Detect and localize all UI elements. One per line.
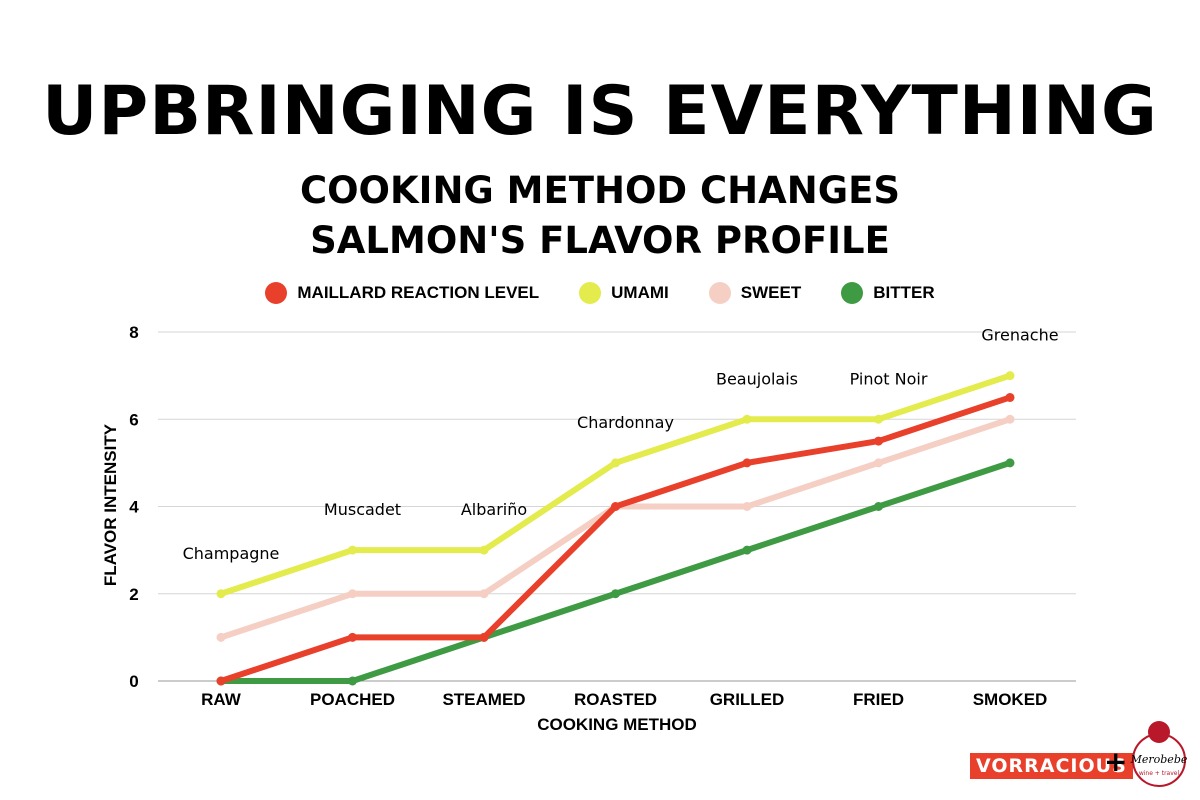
series-point bbox=[874, 414, 883, 424]
legend-item-bitter: BITTER bbox=[841, 282, 935, 304]
x-tick-label: ROASTED bbox=[574, 690, 657, 709]
series-point bbox=[479, 589, 489, 599]
series-point bbox=[479, 632, 489, 642]
legend-swatch-sweet bbox=[708, 282, 731, 304]
y-tick-label: 8 bbox=[129, 323, 138, 342]
series-point bbox=[1005, 414, 1015, 424]
series-point bbox=[1005, 371, 1015, 381]
series-point bbox=[742, 458, 752, 468]
series-line-1 bbox=[218, 459, 1013, 684]
wine-annotation: Beaujolais bbox=[716, 369, 798, 388]
series-point bbox=[611, 589, 620, 599]
series-point bbox=[348, 632, 357, 642]
y-tick-label: 6 bbox=[129, 410, 138, 429]
series-line-3 bbox=[218, 372, 1013, 597]
logo-wordmark: Merobebe bbox=[1130, 753, 1188, 766]
series-point bbox=[348, 545, 357, 555]
series-point bbox=[611, 458, 620, 468]
legend-label-maillard: MAILLARD REACTION LEVEL bbox=[297, 283, 540, 302]
chart-legend: MAILLARD REACTION LEVEL UMAMI SWEET BITT… bbox=[0, 282, 1200, 304]
x-tick-label: POACHED bbox=[310, 690, 395, 709]
wine-annotation: Pinot Noir bbox=[850, 369, 928, 388]
logo-tagline: wine + travel bbox=[1139, 770, 1180, 777]
x-tick-label: STEAMED bbox=[442, 690, 525, 709]
x-axis-title: COOKING METHOD bbox=[537, 715, 697, 734]
logo-wine-splash-icon bbox=[1148, 721, 1170, 743]
series-point bbox=[742, 414, 752, 424]
wine-annotation: Grenache bbox=[981, 326, 1058, 345]
x-tick-label: FRIED bbox=[853, 690, 904, 709]
series-point bbox=[479, 545, 489, 555]
y-tick-label: 2 bbox=[129, 585, 138, 604]
x-tick-label: GRILLED bbox=[710, 690, 785, 709]
legend-item-umami: UMAMI bbox=[579, 282, 669, 304]
y-tick-label: 0 bbox=[129, 672, 138, 691]
brand-plus-sign: + bbox=[1104, 745, 1128, 778]
series-point bbox=[1005, 458, 1015, 468]
y-axis-title: FLAVOR INTENSITY bbox=[101, 423, 120, 586]
series-point bbox=[216, 589, 226, 599]
legend-swatch-bitter bbox=[841, 282, 864, 304]
legend-swatch-umami bbox=[579, 282, 602, 304]
series-point bbox=[742, 502, 752, 511]
series-point bbox=[216, 676, 226, 686]
wine-annotation: Albariño bbox=[461, 500, 527, 519]
series-point bbox=[742, 545, 752, 555]
series-point bbox=[611, 502, 620, 511]
wine-annotation: Champagne bbox=[183, 544, 280, 563]
series-line-0 bbox=[218, 416, 1013, 641]
chart-subtitle-line1: COOKING METHOD CHANGES bbox=[299, 169, 901, 212]
legend-label-umami: UMAMI bbox=[611, 283, 669, 302]
series-point bbox=[874, 436, 883, 446]
legend-item-maillard: MAILLARD REACTION LEVEL bbox=[265, 282, 539, 304]
series-point bbox=[874, 502, 883, 511]
legend-label-bitter: BITTER bbox=[873, 283, 935, 302]
legend-swatch-maillard bbox=[265, 282, 288, 304]
series-point bbox=[1005, 392, 1015, 402]
brand-logo-merobebe: Merobebe wine + travel bbox=[1130, 721, 1188, 787]
legend-label-sweet: SWEET bbox=[740, 283, 802, 302]
x-tick-label: RAW bbox=[201, 690, 242, 709]
series-line-2 bbox=[218, 394, 1013, 684]
series-point bbox=[348, 676, 357, 686]
wine-annotation: Chardonnay bbox=[577, 413, 674, 432]
chart-title: UPBRINGING IS EVERYTHING bbox=[42, 72, 1158, 151]
series-point bbox=[874, 458, 883, 468]
wine-annotation: Muscadet bbox=[324, 500, 401, 519]
series-point bbox=[348, 589, 357, 599]
series-point bbox=[216, 632, 226, 642]
x-tick-label: SMOKED bbox=[973, 690, 1048, 709]
y-tick-label: 4 bbox=[129, 498, 139, 517]
legend-item-sweet: SWEET bbox=[708, 282, 802, 304]
brand-logo-vorracious: VORRACIOUS bbox=[970, 753, 1133, 779]
chart-subtitle-line2: SALMON'S FLAVOR PROFILE bbox=[310, 219, 890, 262]
